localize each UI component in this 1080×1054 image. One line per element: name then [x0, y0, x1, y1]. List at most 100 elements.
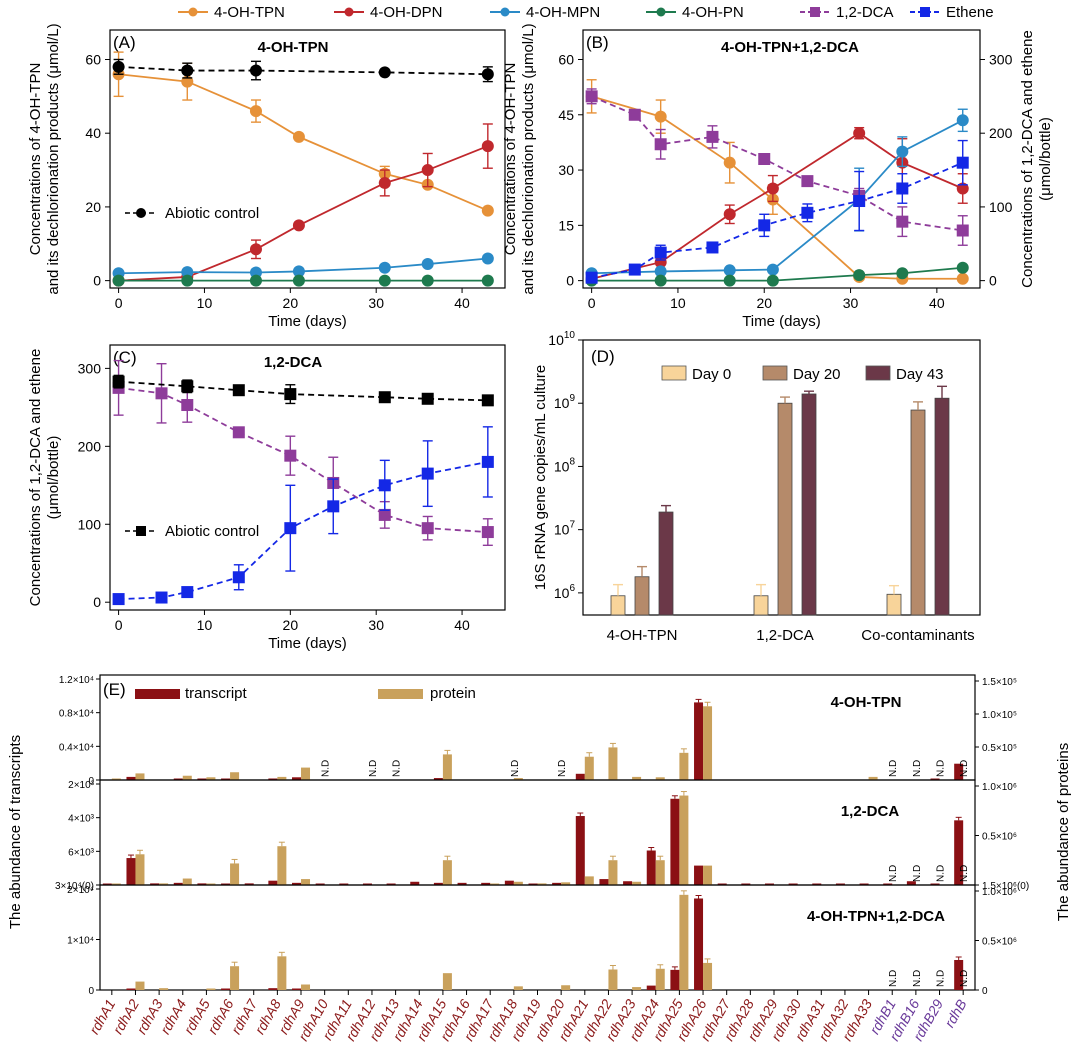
bar-transcript-rdhA25	[670, 798, 680, 885]
data-point-4-OH-DPN	[292, 219, 305, 232]
bar-protein-rdhA20	[561, 985, 571, 990]
panel-e: The abundance of transcripts The abundanc…	[7, 674, 1072, 1044]
data-point-4-OH-PN	[766, 274, 779, 287]
data-point-Ethene	[801, 206, 814, 219]
bar-protein-rdhA4	[182, 775, 192, 780]
bar-transcript-rdhA1	[102, 883, 112, 885]
y-axis-label: Concentrations of 4-OH-TPN	[27, 63, 44, 256]
data-point-4-OH-PN	[956, 261, 969, 274]
bar-transcript-rdhA22	[599, 879, 609, 885]
annotation-marker	[136, 526, 146, 536]
data-point-Abiotic control	[249, 64, 262, 77]
bar-protein-rdhA5	[206, 883, 216, 885]
data-point-1,2-DCA	[896, 215, 909, 228]
x-tick-label: 30	[368, 617, 384, 633]
data-point-1,2-DCA	[481, 526, 494, 539]
y-tick-label: 60	[85, 51, 101, 67]
data-point-4-OH-DPN	[378, 176, 391, 189]
panel-letter: (B)	[586, 33, 609, 52]
y2-tick-label: 1.5×10⁵	[982, 677, 1017, 688]
bar-protein-rdhA18	[513, 778, 523, 780]
legend-marker-Ethene	[920, 7, 930, 17]
bar-protein-rdhA17	[490, 883, 500, 885]
bar-transcript-rdhA28	[741, 883, 751, 885]
y2-tick-label: 0.5×10⁵	[982, 743, 1017, 754]
x-tick-label: 0	[588, 295, 596, 311]
data-point-1,2-DCA	[585, 90, 598, 103]
y-tick-label: 45	[558, 107, 574, 123]
data-point-4-OH-MPN	[292, 265, 305, 278]
legend-swatch-Day 0	[661, 365, 687, 381]
nd-label: N.D	[959, 970, 970, 987]
panel-b: 0 10 20 30 40 0 15 30 45 60 0 100 200 300 Time (days) C…	[502, 23, 1054, 330]
x-tick-label: 20	[756, 295, 772, 311]
bar-transcript-rdhA16	[457, 882, 467, 885]
bar-transcript-rdhA5	[197, 883, 207, 885]
category-label: 4-OH-TPN	[607, 627, 678, 644]
bar-Day 20-4-OH-TPN	[634, 576, 650, 616]
nd-label: N.D	[888, 760, 899, 777]
y-tick-label: 60	[558, 51, 574, 67]
data-point-4-OH-PN	[896, 267, 909, 280]
y-tick-label: 106	[554, 583, 576, 601]
bar-transcript-rdhA19	[528, 883, 538, 885]
y2-axis-label: (μmol/bottle)	[1037, 117, 1054, 201]
data-point-1,2-DCA	[155, 387, 168, 400]
y-tick-label: 200	[78, 438, 102, 454]
bar-transcript-rdhA5	[197, 778, 207, 780]
category-label: 1,2-DCA	[756, 627, 814, 644]
bar-protein-rdhA33	[868, 776, 878, 780]
subplot-title: 1,2-DCA	[841, 803, 900, 820]
bar-transcript-rdhB29	[930, 778, 940, 780]
legend-label-Day 43: Day 43	[896, 366, 944, 383]
data-point-1,2-DCA	[421, 522, 434, 535]
bar-protein-rdhA15	[442, 860, 452, 885]
bar-protein-rdhA15	[442, 973, 452, 990]
bar-protein-rdhA24	[655, 968, 665, 990]
data-point-Ethene	[481, 455, 494, 468]
legend-label-Day 0: Day 0	[692, 366, 731, 383]
bar-transcript-rdhA24	[646, 985, 656, 990]
data-point-4-OH-MPN	[766, 263, 779, 276]
y-axis-label-right: The abundance of proteins	[1055, 743, 1072, 921]
bar-transcript-rdhA9	[292, 777, 302, 780]
bar-transcript-rdhA26	[694, 865, 704, 885]
y-axis-label: and its dechlorionation products (μmol/L…	[520, 23, 537, 294]
annotation-label: Abiotic control	[165, 523, 259, 540]
category-label: Co-contaminants	[861, 627, 974, 644]
bar-transcript-rdhA14	[410, 881, 420, 885]
data-point-1,2-DCA	[284, 449, 297, 462]
legend-label-Ethene: Ethene	[946, 4, 994, 21]
y-tick-label: 6×10³	[68, 847, 95, 858]
data-point-4-OH-TPN	[956, 272, 969, 285]
data-point-4-OH-MPN	[956, 114, 969, 127]
bar-transcript-rdhA21	[575, 816, 585, 885]
data-point-Ethene	[956, 156, 969, 169]
bar-transcript-rdhA4	[173, 778, 183, 780]
legend-label-1,2-DCA: 1,2-DCA	[836, 4, 894, 21]
nd-label: N.D	[936, 760, 947, 777]
bar-Day 43-Co-contaminants	[934, 397, 950, 616]
legend-label-4-OH-MPN: 4-OH-MPN	[526, 4, 600, 21]
y2-tick-label: 100	[989, 199, 1013, 215]
bar-protein-rdhA1	[111, 778, 121, 780]
data-point-1,2-DCA	[758, 153, 771, 165]
y2-tick-label: 200	[989, 125, 1013, 141]
data-point-4-OH-MPN	[723, 264, 736, 277]
bar-protein-rdhA25	[679, 795, 689, 885]
y2-tick-label: 1.0×10⁶	[982, 887, 1017, 898]
bar-transcript-rdhA33	[859, 883, 869, 885]
x-tick-label: 40	[454, 617, 470, 633]
bar-Day 0-4-OH-TPN	[610, 595, 626, 616]
x-axis-label: Time (days)	[742, 313, 821, 330]
bar-protein-rdhA20	[561, 882, 571, 885]
bar-protein-rdhA25	[679, 752, 689, 780]
y-tick-label: 0	[88, 776, 94, 787]
bar-transcript-rdhA31	[812, 883, 822, 885]
bar-transcript-rdhB16	[906, 881, 916, 885]
data-point-4-OH-PN	[249, 274, 262, 287]
bar-transcript-rdhA32	[835, 883, 845, 885]
bar-protein-rdhA26	[703, 706, 713, 780]
bar-transcript-rdhA23	[623, 881, 633, 885]
x-tick-label: 20	[283, 617, 299, 633]
